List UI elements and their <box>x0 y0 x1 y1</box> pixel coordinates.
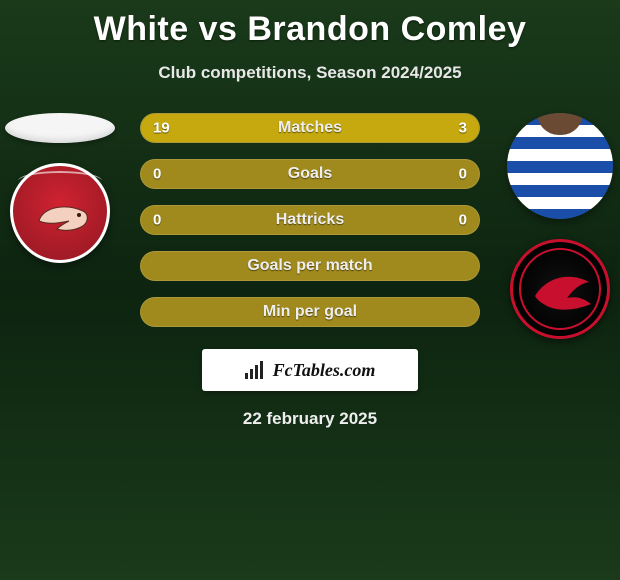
stat-right-value: 3 <box>459 120 467 137</box>
brand-text: FcTables.com <box>273 360 376 381</box>
stat-bar-fill-right <box>432 114 479 142</box>
left-player-avatar <box>5 113 115 143</box>
stat-label: Goals per match <box>247 257 372 275</box>
stat-bars: 19 Matches 3 0 Goals 0 0 Hattricks 0 <box>140 113 480 343</box>
stat-bar-hattricks: 0 Hattricks 0 <box>140 205 480 235</box>
walsall-crest-icon <box>510 239 610 339</box>
page-title: White vs Brandon Comley <box>0 0 620 49</box>
left-player-column <box>0 113 120 343</box>
right-player-avatar <box>507 113 613 219</box>
stat-label: Matches <box>278 119 342 137</box>
swift-bird-icon <box>533 268 593 316</box>
stat-left-value: 0 <box>153 212 161 229</box>
right-player-column <box>500 113 620 343</box>
brand-pill: FcTables.com <box>202 349 418 391</box>
stat-left-value: 0 <box>153 166 161 183</box>
stat-left-value: 19 <box>153 120 170 137</box>
shrimp-icon <box>35 201 91 237</box>
stat-label: Goals <box>288 165 332 183</box>
stat-label: Min per goal <box>263 303 357 321</box>
right-club-badge <box>510 239 610 339</box>
stat-right-value: 0 <box>459 212 467 229</box>
stats-area: 19 Matches 3 0 Goals 0 0 Hattricks 0 <box>0 113 620 343</box>
stat-bar-gpm: Goals per match <box>140 251 480 281</box>
stat-bar-mpg: Min per goal <box>140 297 480 327</box>
bars-growth-icon <box>245 361 267 379</box>
morecambe-crest-icon <box>10 163 110 263</box>
stat-bar-matches: 19 Matches 3 <box>140 113 480 143</box>
stat-label: Hattricks <box>276 211 344 229</box>
footer-date: 22 february 2025 <box>0 409 620 429</box>
stat-bar-goals: 0 Goals 0 <box>140 159 480 189</box>
stat-right-value: 0 <box>459 166 467 183</box>
page-subtitle: Club competitions, Season 2024/2025 <box>0 63 620 83</box>
left-club-badge <box>10 163 110 263</box>
